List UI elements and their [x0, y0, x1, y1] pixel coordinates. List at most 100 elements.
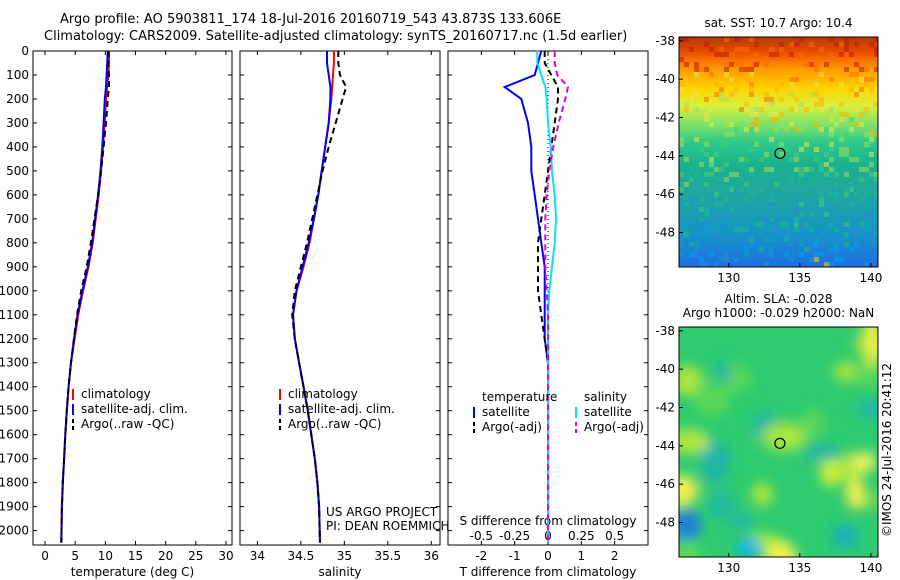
y-tick-label: 0 [21, 44, 29, 58]
sst-cell [839, 147, 844, 152]
y-tick-label: 200 [6, 92, 29, 106]
sst-cell [814, 257, 819, 262]
sst-cell [744, 67, 749, 72]
sla-map: 130 135 140 -38 -40 -42 -44 -46 -48 Altim. SLA: -… [655, 292, 882, 575]
sst-cell [709, 252, 714, 257]
sst-cell [759, 157, 764, 162]
sst-cell [864, 67, 869, 72]
sst-cell [769, 247, 774, 252]
sst-cell [684, 37, 689, 42]
sst-cell [834, 242, 839, 247]
sst-cell [834, 257, 839, 262]
y-tick-label: -46 [655, 187, 675, 201]
sst-cell [769, 117, 774, 122]
sst-cell [679, 217, 684, 222]
sst-cell [734, 137, 739, 142]
sst-cell [764, 62, 769, 67]
series-line [60, 51, 110, 543]
sst-cell [689, 97, 694, 102]
sst-cell [819, 72, 824, 77]
sst-cell [799, 52, 804, 57]
sst-cell [719, 237, 724, 242]
y-tick-label: 1900 [0, 500, 29, 514]
sst-cell [749, 112, 754, 117]
sst-cell [749, 192, 754, 197]
sst-cell [774, 117, 779, 122]
sst-cell [689, 167, 694, 172]
sst-cell [689, 252, 694, 257]
sst-cell [769, 97, 774, 102]
sst-cell [854, 212, 859, 217]
sla-blob [801, 408, 824, 439]
sst-cell [779, 122, 784, 127]
sst-cell [709, 107, 714, 112]
sst-cell [714, 262, 719, 267]
sst-cell [679, 57, 684, 62]
sst-cell [874, 172, 878, 177]
sst-cell [854, 107, 859, 112]
sst-cell [754, 52, 759, 57]
sst-cell [684, 107, 689, 112]
sst-cell [699, 207, 704, 212]
sst-cell [769, 47, 774, 52]
sst-cell [719, 97, 724, 102]
map-title-line-1: Altim. SLA: -0.028 [724, 292, 832, 306]
sst-cell [749, 62, 754, 67]
sst-cell [709, 162, 714, 167]
sst-cell [809, 247, 814, 252]
sst-cell [684, 62, 689, 67]
sst-cell [714, 92, 719, 97]
sst-cell [704, 117, 709, 122]
y-tick-label: 1700 [0, 452, 29, 466]
top-x-tick-label: 0.25 [568, 529, 595, 543]
sst-cell [754, 222, 759, 227]
y-tick-label: 1300 [0, 356, 29, 370]
sst-cell [734, 87, 739, 92]
sst-cell [779, 42, 784, 47]
sst-cell [719, 47, 724, 52]
sst-cell [834, 77, 839, 82]
sst-cell [829, 187, 834, 192]
y-tick-label: 2000 [0, 524, 29, 538]
x-axis-label: salinity [318, 565, 361, 579]
map-title: sat. SST: 10.7 Argo: 10.4 [704, 16, 852, 30]
sst-cell [814, 67, 819, 72]
sst-cell [744, 102, 749, 107]
sst-cell [754, 62, 759, 67]
sst-cell [839, 82, 844, 87]
sst-cell [864, 262, 869, 267]
sst-cell [844, 47, 849, 52]
sst-cell [859, 152, 864, 157]
sst-cell [764, 262, 769, 267]
sst-cell [834, 167, 839, 172]
sst-cell [874, 37, 878, 42]
sst-cell [854, 117, 859, 122]
sst-cell [854, 62, 859, 67]
sst-cell [724, 37, 729, 42]
sst-cell [789, 257, 794, 262]
sst-cell [684, 202, 689, 207]
sst-cell [759, 247, 764, 252]
sst-cell [864, 232, 869, 237]
legend-label: climatology [81, 387, 151, 401]
series-line [60, 51, 110, 543]
sst-cell [819, 232, 824, 237]
x-tick-label: 140 [859, 561, 882, 575]
sst-cell [724, 257, 729, 262]
sst-cell [729, 132, 734, 137]
sst-cell [869, 162, 874, 167]
sst-cell [814, 102, 819, 107]
sst-cell [749, 177, 754, 182]
credit-stamp: ©IMOS 24-Jul-2016 20:41:12 [880, 363, 894, 537]
sst-cell [704, 112, 709, 117]
sst-cell [754, 112, 759, 117]
sst-cell [754, 117, 759, 122]
sst-cell [864, 142, 869, 147]
sst-cell [824, 127, 829, 132]
sst-cell [754, 42, 759, 47]
sst-cell [744, 252, 749, 257]
sst-cell [744, 182, 749, 187]
sst-cell [804, 177, 809, 182]
sst-cell [709, 72, 714, 77]
sst-cell [829, 237, 834, 242]
